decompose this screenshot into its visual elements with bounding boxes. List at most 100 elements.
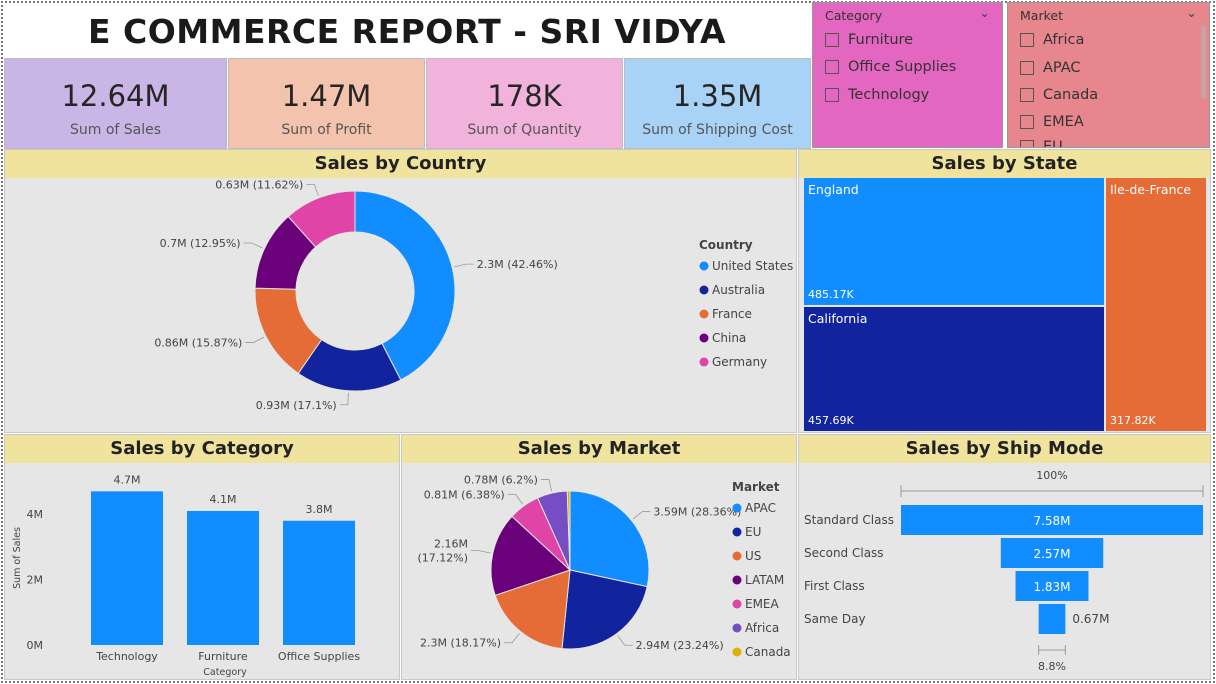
chart-title: Sales by State	[799, 150, 1210, 178]
slicer-item-canada[interactable]: Canada	[1020, 85, 1098, 105]
treemap-tile-california[interactable]: California 457.69K	[804, 307, 1104, 431]
slicer-item-eu[interactable]: EU	[1020, 137, 1063, 148]
funnel-category-label: Second Class	[804, 546, 884, 560]
legend-label: Australia	[712, 283, 765, 297]
checkbox[interactable]	[1020, 88, 1034, 102]
market-slice[interactable]	[566, 490, 571, 571]
legend-label: US	[745, 549, 761, 563]
country-data-label: 2.3M (42.46%)	[477, 258, 558, 271]
slicer-item-label: Technology	[848, 87, 930, 103]
x-tick-label: Office Supplies	[278, 650, 360, 663]
slicer-item-emea[interactable]: EMEA	[1020, 112, 1084, 132]
legend-label: Africa	[745, 621, 779, 635]
country-data-label: 0.63M (11.62%)	[215, 179, 303, 192]
sales-by-state-panel: Sales by State England 485.17K Californi…	[798, 149, 1211, 433]
x-axis-label: Category	[203, 667, 247, 678]
funnel-category-label: First Class	[804, 579, 865, 593]
kpi-card-quantity: 178K Sum of Quantity	[426, 58, 623, 149]
sales-by-ship-mode-panel: Sales by Ship Mode 100% Standard Class 7.5…	[798, 434, 1211, 680]
checkbox[interactable]	[825, 33, 839, 47]
kpi-value: 178K	[487, 79, 562, 113]
slicer-item-office-supplies[interactable]: Office Supplies	[825, 57, 956, 77]
country-leader-line	[454, 263, 474, 268]
market-slice[interactable]	[569, 490, 650, 588]
slicer-item-africa[interactable]: Africa	[1020, 30, 1084, 50]
kpi-card-sales: 12.64M Sum of Sales	[4, 58, 227, 149]
x-tick-label: Furniture	[198, 650, 248, 663]
checkbox[interactable]	[1020, 140, 1034, 147]
checkbox[interactable]	[825, 60, 839, 74]
category-slicer: Category ⌄ Furniture Office Supplies Tec…	[812, 2, 1003, 148]
kpi-value: 12.64M	[61, 79, 170, 113]
treemap-label: England	[808, 182, 859, 197]
legend-marker	[699, 333, 709, 343]
top-percent-label: 100%	[1036, 469, 1067, 482]
legend-marker	[732, 503, 742, 513]
legend-label: Germany	[712, 355, 767, 369]
treemap-value: 457.69K	[808, 414, 854, 427]
checkbox[interactable]	[1020, 33, 1034, 47]
category-slicer-header: Category	[825, 8, 883, 23]
chevron-down-icon[interactable]: ⌄	[1186, 6, 1197, 21]
legend-label: EU	[745, 525, 761, 539]
sales-by-market-chart: 3.59M (28.36%) 2.94M (23.24%) 2.3M (18.17%…	[418, 473, 791, 659]
market-slice[interactable]	[490, 515, 571, 596]
sales-by-ship-mode-chart: 100% Standard Class 7.58M Second Class 2.57M…	[804, 469, 1204, 673]
funnel-bar[interactable]	[1038, 604, 1066, 634]
funnel-value-label: 7.58M	[1033, 514, 1070, 528]
legend-label: APAC	[745, 501, 776, 515]
funnel-bar[interactable]	[901, 505, 1203, 535]
slicer-item-furniture[interactable]: Furniture	[825, 30, 913, 50]
market-slice[interactable]	[561, 569, 648, 650]
kpi-value: 1.35M	[672, 79, 763, 113]
legend-title: Market	[732, 480, 780, 494]
treemap-value: 317.82K	[1110, 414, 1156, 427]
y-tick-label: 4M	[27, 508, 44, 521]
legend-marker	[732, 647, 742, 657]
funnel-bar[interactable]	[1000, 538, 1104, 568]
funnel-value-label: 1.83M	[1033, 580, 1070, 594]
country-data-label: 0.86M (15.87%)	[154, 337, 242, 350]
country-leader-line	[306, 184, 319, 196]
report-title-box: E COMMERCE REPORT - SRI VIDYA	[4, 4, 810, 58]
slicer-item-apac[interactable]: APAC	[1020, 58, 1081, 78]
y-tick-label: 0M	[27, 639, 44, 652]
country-data-label: 0.93M (17.1%)	[256, 399, 337, 412]
checkbox[interactable]	[825, 88, 839, 102]
slicer-item-technology[interactable]: Technology	[825, 85, 929, 105]
market-data-label: (17.12%)	[418, 552, 469, 565]
market-data-label: 2.16M	[434, 538, 468, 551]
checkbox[interactable]	[1020, 61, 1034, 75]
market-leader-line	[507, 494, 524, 505]
slicer-item-label: Africa	[1043, 32, 1085, 48]
treemap-value: 485.17K	[808, 288, 854, 301]
chevron-down-icon[interactable]: ⌄	[979, 6, 990, 21]
bar[interactable]	[187, 510, 259, 645]
market-leader-line	[632, 511, 651, 520]
slicer-item-label: EU	[1043, 139, 1063, 148]
country-slice[interactable]	[354, 190, 456, 381]
kpi-card-profit: 1.47M Sum of Profit	[228, 58, 425, 149]
treemap-tile-england[interactable]: England 485.17K	[804, 178, 1104, 305]
slicer-scrollbar[interactable]	[1201, 25, 1206, 99]
market-leader-line	[617, 635, 633, 646]
bar-value-label: 3.8M	[306, 503, 333, 516]
bottom-percent-label: 8.8%	[1038, 660, 1066, 673]
bar[interactable]	[283, 520, 355, 645]
legend-marker	[732, 623, 742, 633]
chart-title: Sales by Ship Mode	[799, 435, 1210, 463]
funnel-bar[interactable]	[1015, 571, 1089, 601]
bar[interactable]	[91, 491, 163, 645]
slicer-item-label: EMEA	[1043, 114, 1084, 130]
country-slice[interactable]	[287, 190, 356, 248]
market-slice[interactable]	[494, 569, 571, 650]
country-leader-line	[339, 392, 349, 406]
legend-marker	[732, 575, 742, 585]
slicer-item-label: Furniture	[848, 32, 914, 48]
country-data-label: 0.7M (12.95%)	[160, 237, 241, 250]
country-leader-line	[243, 242, 263, 249]
market-data-label: 2.3M (18.17%)	[420, 637, 501, 650]
treemap-tile-ile-de-france[interactable]: Ile-de-France 317.82K	[1106, 178, 1206, 431]
checkbox[interactable]	[1020, 115, 1034, 129]
